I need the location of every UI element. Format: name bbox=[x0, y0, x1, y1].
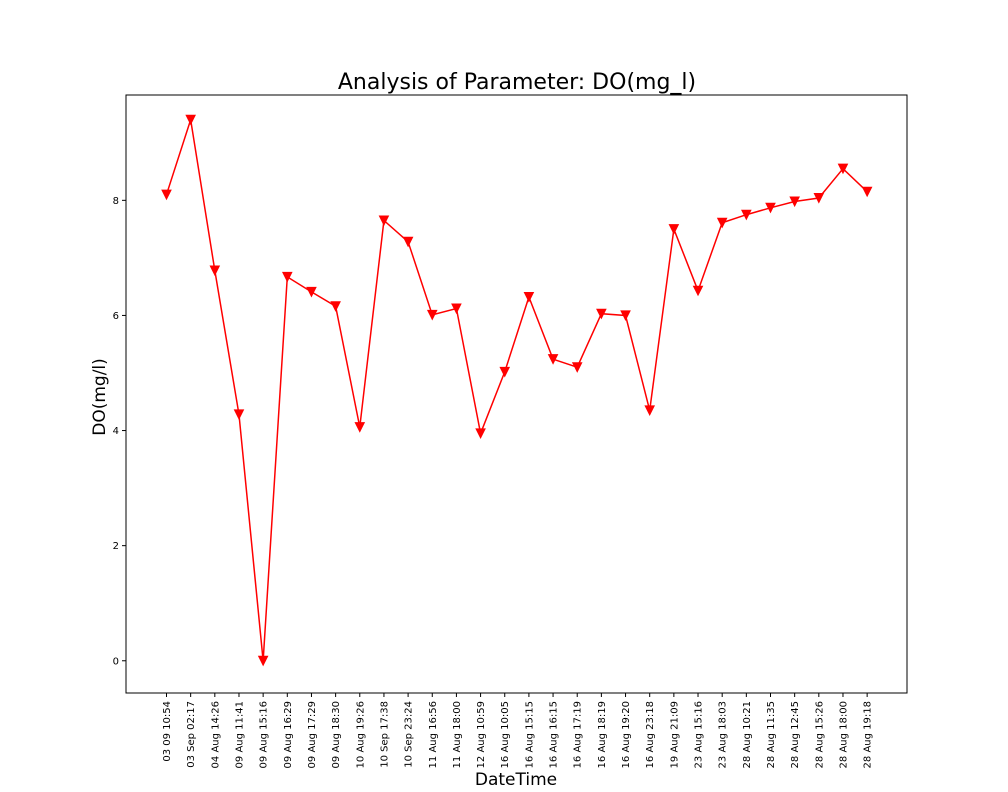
x-tick-label: 16 Aug 23:18 bbox=[645, 701, 656, 768]
x-tick-label: 19 Aug 21:09 bbox=[669, 701, 680, 768]
x-tick-label: 11 Aug 18:00 bbox=[452, 701, 463, 768]
x-tick-label: 10 Sep 17:38 bbox=[379, 701, 390, 768]
x-axis-label: DateTime bbox=[475, 770, 557, 790]
data-point-marker bbox=[741, 209, 752, 221]
y-axis-label: DO(mg/l) bbox=[90, 358, 110, 436]
x-tick-label: 11 Aug 16:56 bbox=[428, 701, 439, 768]
data-point-marker bbox=[378, 215, 390, 227]
data-point-marker bbox=[716, 217, 728, 229]
y-tick-label: 0 bbox=[113, 656, 119, 667]
x-tick-label: 28 Aug 11:35 bbox=[766, 701, 777, 768]
data-point-marker bbox=[765, 202, 776, 214]
y-tick-label: 8 bbox=[113, 196, 119, 207]
data-point-marker bbox=[620, 310, 631, 322]
x-tick-label: 09 Aug 17:29 bbox=[307, 701, 318, 768]
y-tick-label: 4 bbox=[113, 426, 119, 437]
data-point-marker bbox=[668, 224, 680, 235]
plot-area bbox=[125, 94, 908, 694]
x-tick-label: 09 Aug 15:16 bbox=[259, 701, 270, 768]
x-tick-label: 03 09 10:54 bbox=[162, 701, 173, 762]
data-point-marker bbox=[692, 285, 704, 297]
data-point-marker bbox=[547, 354, 559, 365]
data-point-marker bbox=[644, 405, 656, 417]
x-tick-label: 09 Aug 11:41 bbox=[234, 701, 245, 768]
data-point-marker bbox=[499, 366, 511, 378]
data-point-marker bbox=[306, 286, 317, 298]
x-tick-label: 09 Aug 18:30 bbox=[331, 701, 342, 768]
data-point-marker bbox=[813, 193, 825, 204]
data-point-marker bbox=[475, 428, 486, 440]
x-tick-label: 04 Aug 14:26 bbox=[210, 701, 221, 768]
x-tick-label: 16 Aug 18:19 bbox=[597, 701, 608, 768]
data-point-marker bbox=[861, 186, 873, 198]
x-tick-label: 28 Aug 18:00 bbox=[838, 701, 849, 768]
x-tick-label: 16 Aug 10:05 bbox=[500, 701, 511, 768]
y-tick-label: 6 bbox=[113, 311, 119, 322]
data-point-marker bbox=[451, 303, 462, 315]
x-tick-label: 10 Sep 23:24 bbox=[404, 701, 415, 768]
data-point-marker bbox=[596, 308, 607, 320]
data-point-marker bbox=[185, 114, 196, 126]
x-tick-label: 28 Aug 10:21 bbox=[742, 701, 753, 768]
data-point-marker bbox=[523, 292, 535, 303]
x-axis: 03 09 10:54 03 Sep 02:17 04 Aug 14:26 09 Au… bbox=[162, 693, 874, 768]
data-point-marker bbox=[354, 422, 366, 433]
x-tick-label: 16 Aug 16:15 bbox=[549, 701, 560, 768]
x-tick-label: 09 Aug 16:29 bbox=[283, 701, 294, 768]
data-point-marker bbox=[330, 301, 341, 312]
x-tick-label: 03 Sep 02:17 bbox=[186, 701, 197, 768]
x-tick-label: 28 Aug 15:26 bbox=[814, 701, 825, 768]
x-tick-label: 28 Aug 12:45 bbox=[790, 701, 801, 768]
data-point-marker bbox=[257, 655, 269, 667]
y-tick-label: 2 bbox=[113, 541, 119, 552]
series-line bbox=[165, 119, 868, 661]
x-tick-label: 10 Aug 19:26 bbox=[355, 701, 366, 768]
x-tick-label: 16 Aug 17:19 bbox=[573, 701, 584, 768]
data-point-marker bbox=[161, 189, 172, 201]
x-tick-label: 23 Aug 15:16 bbox=[694, 701, 705, 768]
x-tick-label: 28 Aug 19:18 bbox=[863, 701, 874, 768]
x-tick-label: 16 Aug 19:20 bbox=[621, 701, 632, 768]
x-tick-label: 23 Aug 18:03 bbox=[718, 701, 729, 768]
series-markers bbox=[161, 114, 873, 667]
y-axis: 0 2 4 6 8 bbox=[113, 196, 126, 667]
data-point-marker bbox=[233, 409, 245, 421]
x-tick-label: 12 Aug 10:59 bbox=[476, 701, 487, 768]
data-point-marker bbox=[426, 309, 438, 321]
data-point-marker bbox=[402, 236, 414, 248]
data-point-marker bbox=[789, 196, 800, 208]
x-tick-label: 16 Aug 15:15 bbox=[524, 701, 535, 768]
data-point-marker bbox=[571, 362, 583, 373]
chart-title: Analysis of Parameter: DO(mg_l) bbox=[338, 70, 696, 95]
data-point-marker bbox=[209, 265, 221, 277]
data-point-marker bbox=[837, 163, 849, 175]
data-point-marker bbox=[281, 271, 293, 283]
